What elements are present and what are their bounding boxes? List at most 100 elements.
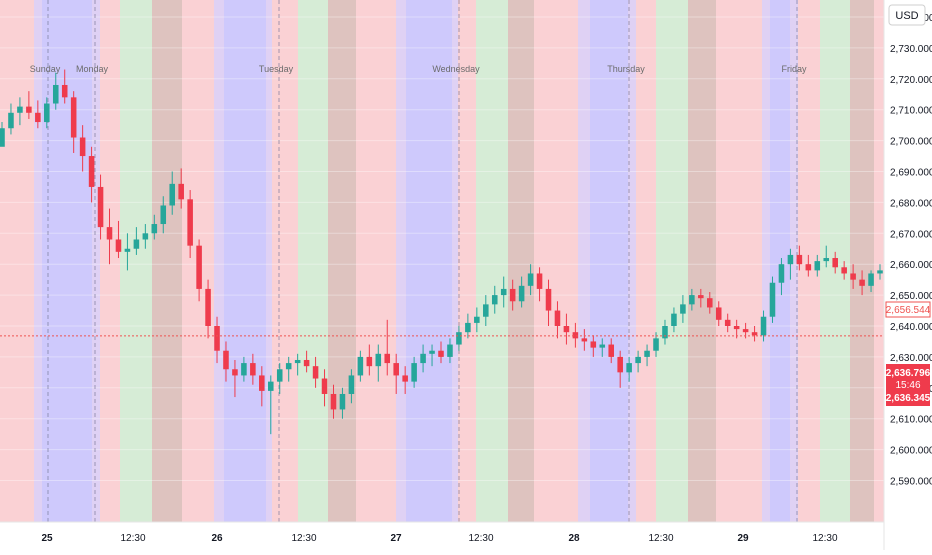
candle[interactable]: [0, 122, 5, 147]
candle[interactable]: [509, 279, 516, 311]
candle[interactable]: [617, 350, 623, 388]
candle[interactable]: [124, 233, 131, 271]
candle[interactable]: [70, 91, 77, 153]
candle[interactable]: [375, 344, 382, 382]
time-axis[interactable]: [0, 522, 884, 550]
candle[interactable]: [447, 338, 453, 364]
candle[interactable]: [205, 279, 211, 339]
candle[interactable]: [357, 350, 364, 382]
candle[interactable]: [438, 341, 444, 364]
candle[interactable]: [35, 100, 41, 129]
candle[interactable]: [303, 350, 310, 373]
candle[interactable]: [608, 338, 615, 364]
candle[interactable]: [187, 190, 193, 259]
candle[interactable]: [61, 69, 68, 104]
candle[interactable]: [223, 341, 229, 382]
candle[interactable]: [420, 344, 426, 373]
candle[interactable]: [366, 344, 373, 376]
candle[interactable]: [321, 369, 328, 407]
currency-button[interactable]: USD: [888, 4, 926, 26]
candle[interactable]: [671, 307, 677, 333]
candle[interactable]: [662, 319, 668, 345]
candle[interactable]: [715, 301, 722, 326]
candle[interactable]: [250, 353, 256, 385]
candle[interactable]: [115, 220, 122, 259]
candle[interactable]: [285, 356, 292, 382]
candle[interactable]: [160, 196, 167, 234]
candle[interactable]: [151, 214, 158, 240]
candle[interactable]: [581, 329, 588, 351]
candle[interactable]: [232, 359, 238, 398]
price-axis[interactable]: [884, 0, 932, 550]
candle[interactable]: [17, 97, 23, 126]
candle[interactable]: [214, 316, 220, 364]
candle[interactable]: [474, 307, 480, 333]
candle[interactable]: [805, 254, 812, 277]
candle[interactable]: [680, 295, 686, 323]
candle[interactable]: [312, 356, 319, 388]
candle[interactable]: [877, 264, 883, 280]
candle[interactable]: [769, 276, 776, 323]
candle[interactable]: [178, 168, 184, 209]
candle[interactable]: [868, 270, 874, 293]
candle[interactable]: [384, 319, 391, 376]
candle[interactable]: [590, 335, 597, 357]
candle[interactable]: [706, 292, 713, 314]
candle[interactable]: [796, 245, 803, 271]
candle[interactable]: [787, 248, 794, 280]
candle[interactable]: [527, 264, 534, 296]
candle[interactable]: [142, 224, 149, 249]
candle[interactable]: [52, 72, 59, 110]
candle[interactable]: [456, 326, 462, 351]
candle[interactable]: [491, 285, 498, 314]
candle[interactable]: [429, 344, 435, 367]
candle[interactable]: [545, 279, 552, 326]
candle[interactable]: [644, 344, 650, 367]
candle[interactable]: [465, 313, 471, 339]
candle[interactable]: [169, 171, 176, 215]
candle[interactable]: [751, 326, 758, 342]
candle[interactable]: [133, 227, 140, 255]
candle[interactable]: [259, 366, 265, 407]
candle[interactable]: [518, 276, 525, 308]
candle[interactable]: [823, 245, 830, 268]
candle[interactable]: [196, 239, 202, 302]
candle[interactable]: [348, 369, 355, 404]
candle[interactable]: [572, 322, 579, 348]
candle[interactable]: [626, 356, 632, 382]
candle[interactable]: [106, 208, 113, 265]
candle[interactable]: [339, 387, 346, 419]
candle[interactable]: [635, 350, 641, 373]
candle[interactable]: [841, 261, 847, 280]
candle[interactable]: [483, 295, 489, 326]
candle[interactable]: [267, 375, 274, 435]
candle[interactable]: [689, 288, 695, 311]
candle[interactable]: [88, 146, 95, 203]
candle[interactable]: [44, 97, 50, 129]
candle[interactable]: [8, 103, 14, 135]
candle[interactable]: [294, 353, 301, 376]
candle[interactable]: [411, 356, 417, 388]
candle[interactable]: [760, 310, 767, 342]
candle[interactable]: [536, 267, 543, 302]
candle[interactable]: [554, 301, 561, 339]
candle[interactable]: [724, 313, 731, 333]
candle[interactable]: [97, 174, 104, 240]
candle[interactable]: [599, 338, 606, 357]
candle[interactable]: [698, 288, 704, 308]
candle[interactable]: [859, 270, 865, 296]
candle[interactable]: [832, 251, 838, 274]
candles[interactable]: [0, 69, 883, 435]
candle[interactable]: [402, 366, 408, 394]
candle[interactable]: [850, 264, 856, 289]
candle[interactable]: [500, 276, 507, 308]
candle[interactable]: [733, 319, 740, 339]
candle[interactable]: [26, 91, 32, 119]
candle[interactable]: [393, 353, 399, 394]
candle[interactable]: [330, 384, 337, 419]
candle[interactable]: [79, 125, 86, 172]
candle[interactable]: [241, 356, 247, 382]
candle[interactable]: [276, 363, 283, 394]
